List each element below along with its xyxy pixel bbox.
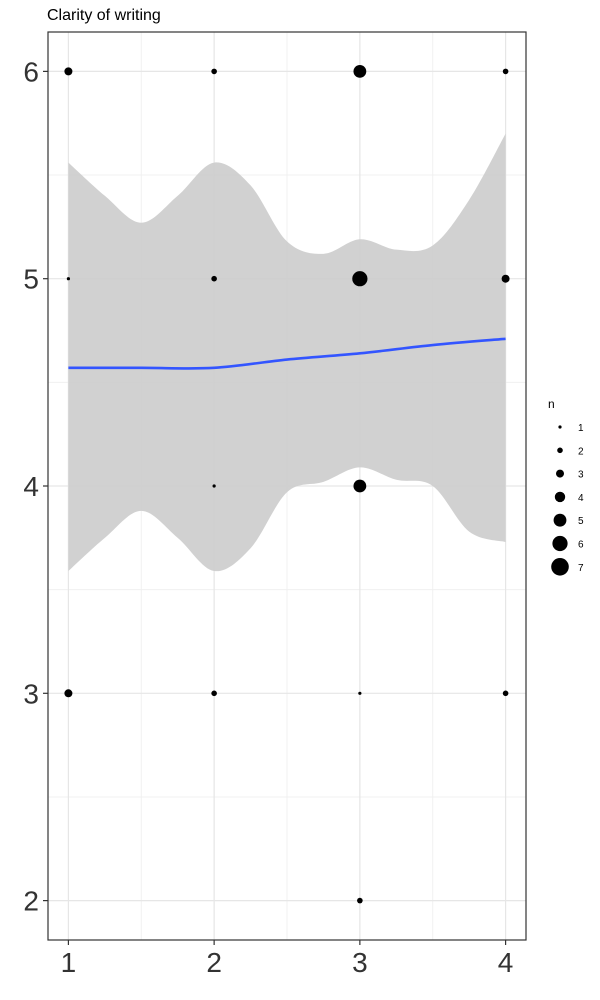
confidence-band (68, 133, 506, 572)
confidence-band-layer (68, 133, 506, 572)
chart-title: Clarity of writing (47, 7, 161, 24)
legend-label: 2 (578, 446, 584, 457)
legend-key (552, 535, 568, 552)
x-tick-label: 1 (61, 947, 77, 978)
legend-label: 5 (578, 516, 584, 527)
legend-label: 6 (578, 540, 584, 551)
points-layer (64, 64, 510, 904)
y-tick-label: 6 (23, 56, 39, 87)
legend-key (557, 447, 563, 454)
data-point (358, 691, 362, 695)
data-point (211, 275, 217, 282)
y-tick-label: 5 (23, 264, 39, 295)
legend: n 1 2 3 4 5 6 7 (548, 397, 584, 576)
data-point (66, 277, 71, 281)
y-tick-label: 2 (23, 886, 39, 917)
data-point (501, 274, 510, 283)
data-point (352, 271, 368, 287)
data-point (211, 690, 217, 697)
legend-key (551, 558, 569, 576)
x-tick-label: 2 (206, 947, 222, 978)
data-point (502, 690, 509, 697)
data-point (64, 689, 73, 698)
data-point (211, 68, 217, 75)
legend-title: n (548, 397, 555, 411)
data-point (353, 64, 367, 78)
legend-key (554, 491, 566, 503)
y-tick-label: 4 (23, 471, 39, 502)
data-point (64, 67, 73, 76)
legend-label: 7 (578, 563, 584, 574)
data-point (212, 484, 216, 488)
smooth-line-layer (68, 337, 506, 370)
legend-label: 3 (578, 470, 584, 481)
smooth-line (68, 337, 506, 370)
data-point (357, 897, 363, 904)
legend-label: 1 (578, 423, 584, 434)
y-tick-label: 3 (23, 678, 39, 709)
x-tick-label: 4 (498, 947, 514, 978)
legend-label: 4 (578, 493, 584, 504)
data-point (353, 479, 367, 493)
legend-key (553, 513, 567, 527)
legend-key (558, 425, 562, 429)
data-point (502, 68, 509, 75)
x-tick-label: 3 (352, 947, 368, 978)
legend-key (556, 469, 564, 478)
